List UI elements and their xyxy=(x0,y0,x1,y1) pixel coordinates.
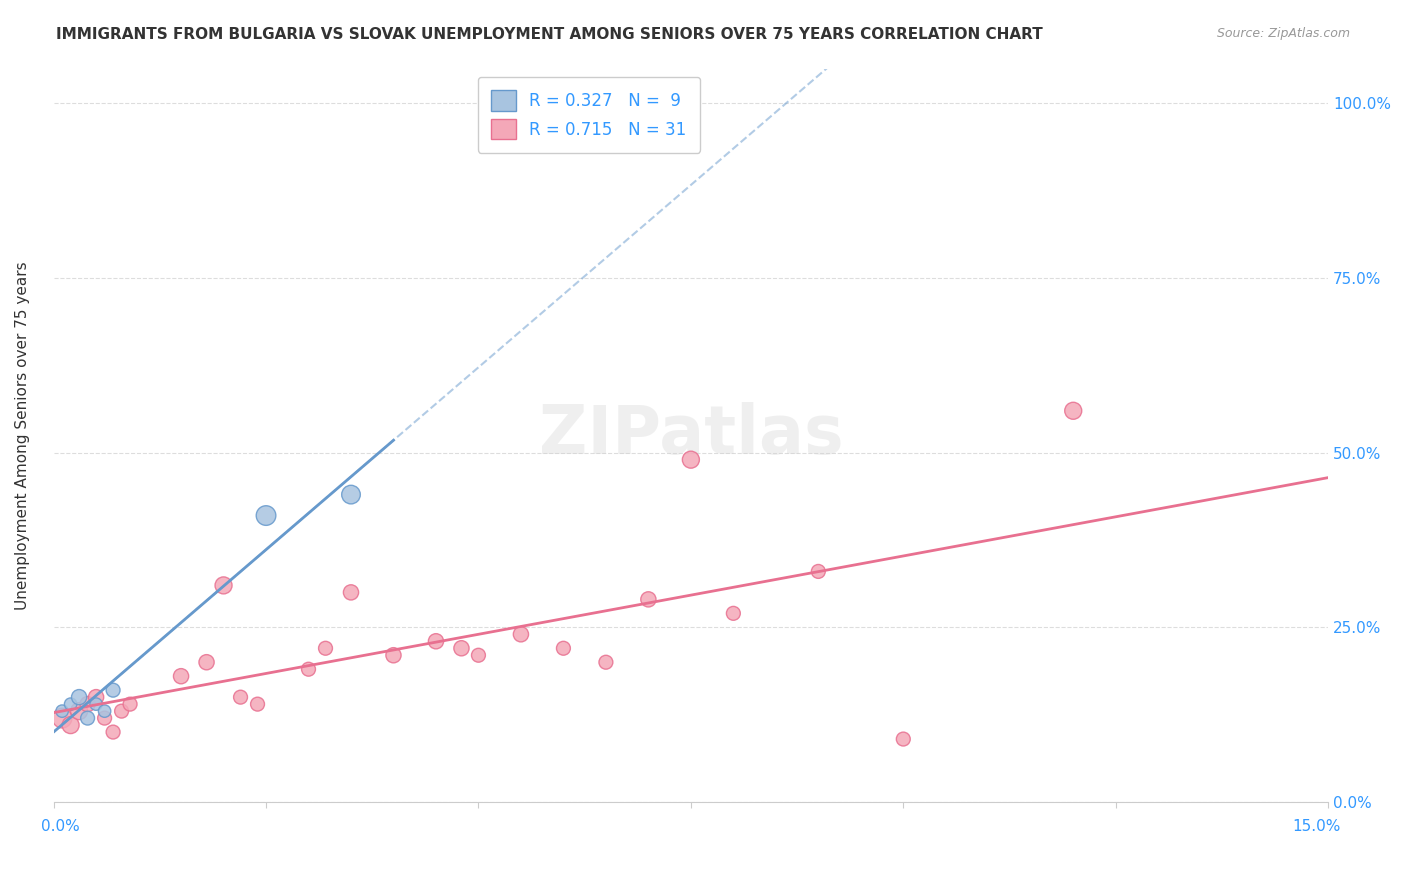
Point xyxy=(510,627,533,641)
Point xyxy=(84,697,107,711)
Text: 15.0%: 15.0% xyxy=(1292,819,1341,834)
Point xyxy=(101,725,124,739)
Point xyxy=(425,634,447,648)
Point xyxy=(297,662,319,676)
Point xyxy=(246,697,269,711)
Point xyxy=(723,607,745,621)
Point xyxy=(315,641,337,656)
Point xyxy=(93,704,115,718)
Point xyxy=(51,704,73,718)
Text: Source: ZipAtlas.com: Source: ZipAtlas.com xyxy=(1216,27,1350,40)
Point xyxy=(51,711,73,725)
Point xyxy=(76,711,98,725)
Point xyxy=(450,641,472,656)
Text: ZIPatlas: ZIPatlas xyxy=(538,402,844,468)
Point xyxy=(679,452,702,467)
Point xyxy=(84,690,107,705)
Point xyxy=(59,718,82,732)
Y-axis label: Unemployment Among Seniors over 75 years: Unemployment Among Seniors over 75 years xyxy=(15,261,30,609)
Point xyxy=(807,565,830,579)
Point xyxy=(637,592,659,607)
Point xyxy=(67,704,90,718)
Point xyxy=(59,697,82,711)
Point xyxy=(553,641,575,656)
Point xyxy=(110,704,132,718)
Point xyxy=(76,697,98,711)
Point xyxy=(212,578,235,592)
Legend: R = 0.327   N =  9, R = 0.715   N = 31: R = 0.327 N = 9, R = 0.715 N = 31 xyxy=(478,77,700,153)
Point xyxy=(67,690,90,705)
Point xyxy=(170,669,193,683)
Point xyxy=(120,697,142,711)
Point xyxy=(93,711,115,725)
Text: 0.0%: 0.0% xyxy=(41,819,80,834)
Text: IMMIGRANTS FROM BULGARIA VS SLOVAK UNEMPLOYMENT AMONG SENIORS OVER 75 YEARS CORR: IMMIGRANTS FROM BULGARIA VS SLOVAK UNEMP… xyxy=(56,27,1043,42)
Point xyxy=(101,683,124,698)
Point xyxy=(891,732,914,747)
Point xyxy=(229,690,252,705)
Point xyxy=(467,648,489,663)
Point xyxy=(382,648,405,663)
Point xyxy=(254,508,277,523)
Point xyxy=(340,487,363,501)
Point xyxy=(195,655,218,669)
Point xyxy=(595,655,617,669)
Point xyxy=(1062,404,1084,418)
Point xyxy=(340,585,363,599)
